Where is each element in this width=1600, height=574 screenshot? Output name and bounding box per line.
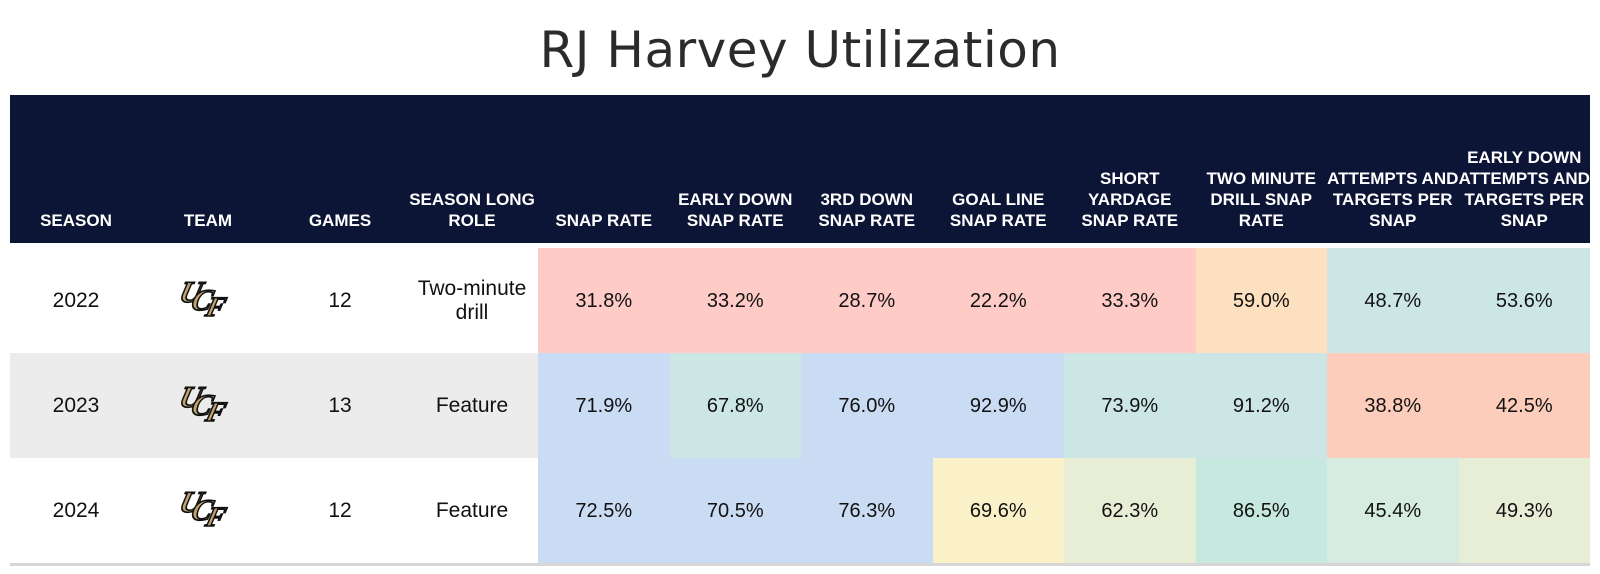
- header-short-yardage-snap-rate: SHORT YARDAGE SNAP RATE: [1081, 169, 1179, 230]
- header-goal-line-snap-rate: GOAL LINE SNAP RATE: [949, 190, 1047, 230]
- table-row: 2024 U C F 12 Feature 72.5% 70.5% 76.3% 69.6% 62.3…: [10, 458, 1590, 563]
- header-season-long-role: SEASON LONG ROLE: [409, 190, 535, 230]
- metric-cell: 76.0%: [801, 353, 933, 458]
- role-cell: Feature: [406, 458, 538, 563]
- utilization-table: SEASON TEAM GAMES SEASON LONG ROLE SNAP …: [10, 95, 1590, 563]
- metric-cell: 71.9%: [538, 353, 670, 458]
- metric-cell: 53.6%: [1458, 248, 1590, 353]
- header-two-minute-drill-snap-rate: TWO MINUTE DRILL SNAP RATE: [1206, 169, 1317, 230]
- metric-cell: 92.9%: [932, 353, 1064, 458]
- header-3rd-down-snap-rate: 3RD DOWN SNAP RATE: [818, 190, 916, 230]
- metric-cell: 45.4%: [1327, 458, 1459, 563]
- season-cell: 2023: [10, 353, 142, 458]
- metric-cell: 31.8%: [538, 248, 670, 353]
- metric-cell: 42.5%: [1458, 353, 1590, 458]
- ucf-logo-icon: UCF: [176, 274, 230, 319]
- metric-cell: 33.2%: [669, 248, 801, 353]
- header-season: SEASON: [40, 211, 112, 230]
- metric-cell: 48.7%: [1327, 248, 1459, 353]
- games-cell: 13: [274, 353, 406, 458]
- metric-cell: 67.8%: [669, 353, 801, 458]
- season-cell: 2024: [10, 458, 142, 563]
- metric-cell: 38.8%: [1327, 353, 1459, 458]
- table-header-row: SEASON TEAM GAMES SEASON LONG ROLE SNAP …: [10, 95, 1590, 243]
- metric-cell: 28.7%: [801, 248, 933, 353]
- role-cell: Two-minute drill: [406, 248, 538, 353]
- metric-cell: 86.5%: [1195, 458, 1327, 563]
- season-cell: 2022: [10, 248, 142, 353]
- metric-cell: 22.2%: [932, 248, 1064, 353]
- header-games: GAMES: [308, 211, 372, 230]
- metric-cell: 69.6%: [932, 458, 1064, 563]
- table-row: 2023 U C F 13 Feature 71.9% 67.8% 76.0% 92.9% 73.9…: [10, 353, 1590, 458]
- ucf-logo-icon: UCF: [176, 379, 230, 424]
- header-team: TEAM: [183, 211, 233, 230]
- header-snap-rate: SNAP RATE: [555, 211, 653, 230]
- header-attempts-targets-per-snap: ATTEMPTS AND TARGETS PER SNAP: [1327, 169, 1459, 230]
- header-early-down-attempts-targets-per-snap: EARLY DOWN ATTEMPTS AND TARGETS PER SNAP: [1458, 148, 1590, 230]
- metric-cell: 76.3%: [801, 458, 933, 563]
- metric-cell: 91.2%: [1195, 353, 1327, 458]
- metric-cell: 49.3%: [1458, 458, 1590, 563]
- chart-title: RJ Harvey Utilization: [539, 21, 1061, 79]
- table-body: 2022 U C F 12 Two-minute drill 31.8% 33.2% 28.7%…: [10, 248, 1590, 563]
- metric-cell: 73.9%: [1064, 353, 1196, 458]
- metric-cell: 62.3%: [1064, 458, 1196, 563]
- table-bottom-rule: [10, 563, 1590, 566]
- metric-cell: 59.0%: [1195, 248, 1327, 353]
- metric-cell: 70.5%: [669, 458, 801, 563]
- metric-cell: 72.5%: [538, 458, 670, 563]
- games-cell: 12: [274, 248, 406, 353]
- header-early-down-snap-rate: EARLY DOWN SNAP RATE: [678, 190, 793, 230]
- games-cell: 12: [274, 458, 406, 563]
- metric-cell: 33.3%: [1064, 248, 1196, 353]
- ucf-logo-icon: UCF: [176, 484, 230, 529]
- table-row: 2022 U C F 12 Two-minute drill 31.8% 33.2% 28.7%…: [10, 248, 1590, 353]
- role-cell: Feature: [406, 353, 538, 458]
